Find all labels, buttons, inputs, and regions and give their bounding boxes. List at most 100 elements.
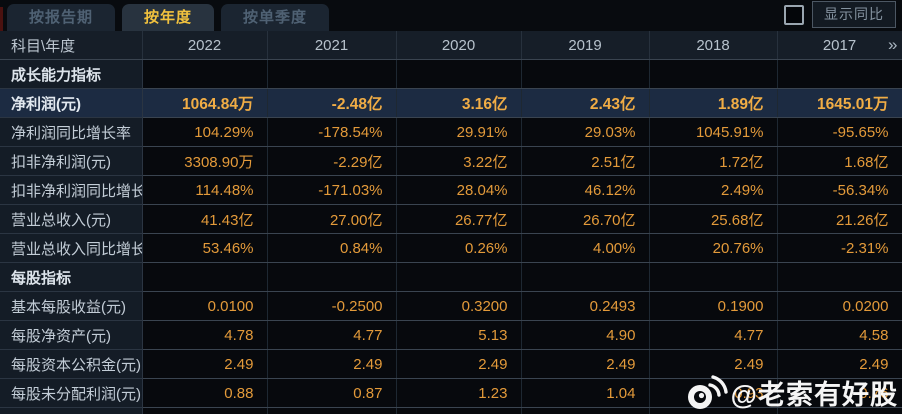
tab-by-year[interactable]: 按年度: [122, 4, 215, 31]
value-cell: 2.43亿: [521, 88, 650, 118]
tab-by-quarter[interactable]: 按单季度: [221, 4, 330, 31]
metric-row[interactable]: 每股经营现金流(元)0.030.250.520.36: [0, 407, 902, 414]
value-cell: -56.34%: [777, 175, 902, 205]
value-cell: 25.68亿: [649, 204, 778, 234]
year-header-2021: 2021: [267, 31, 397, 60]
value-cell: 2.49: [521, 349, 650, 379]
row-label: 扣非净利润(元): [0, 146, 143, 176]
value-cell: 26.77亿: [396, 204, 522, 234]
value-cell: 0.1900: [649, 291, 778, 321]
value-cell: [267, 59, 397, 89]
value-cell: 0.2493: [521, 291, 650, 321]
value-cell: 0.88: [142, 378, 268, 408]
value-cell: 29.91%: [396, 117, 522, 147]
value-cell: 1.89亿: [649, 88, 778, 118]
value-cell: -95.65%: [777, 117, 902, 147]
metric-row[interactable]: 扣非净利润同比增长率114.48%-171.03%28.04%46.12%2.4…: [0, 175, 902, 205]
tab-by-report-period[interactable]: 按报告期: [7, 4, 116, 31]
value-cell: 2.49: [142, 349, 268, 379]
value-cell: -171.03%: [267, 175, 397, 205]
year-header-2020: 2020: [396, 31, 522, 60]
year-header-2019: 2019: [521, 31, 650, 60]
show-yoy-label[interactable]: 显示同比: [812, 1, 896, 28]
value-cell: 53.46%: [142, 233, 268, 263]
value-cell: 3.16亿: [396, 88, 522, 118]
value-cell: 0.52: [396, 407, 522, 414]
value-cell: 0.0200: [777, 291, 902, 321]
value-cell: -0.2500: [267, 291, 397, 321]
year-header-row: 科目\年度 2022 2021 2020 2019 2018 2017 »: [0, 31, 902, 60]
row-label: 净利润(元): [0, 88, 143, 118]
row-label: 每股指标: [0, 262, 143, 292]
metric-row[interactable]: 营业总收入(元) 41.43亿 27.00亿 26.77亿 26.70亿 25.68亿 21…: [0, 204, 902, 234]
value-cell: 0.0100: [142, 291, 268, 321]
value-cell: 3308.90万: [142, 146, 268, 176]
row-label: 每股未分配利润(元): [0, 378, 143, 408]
corner-header: 科目\年度: [0, 31, 143, 60]
row-label: 成长能力指标: [0, 59, 143, 89]
row-label: 基本每股收益(元): [0, 291, 143, 321]
metric-row[interactable]: 净利润同比增长率 104.29% -178.54% 29.91% 29.03% 1045.…: [0, 117, 902, 147]
metric-row[interactable]: 扣非净利润(元) 3308.90万 -2.29亿 3.22亿 2.51亿 1.72亿 1.6…: [0, 146, 902, 176]
value-cell: [142, 59, 268, 89]
section-header-row: 成长能力指标: [0, 59, 902, 89]
value-cell: 4.77: [267, 320, 397, 350]
value-cell: -2.29亿: [267, 146, 397, 176]
year-label: 2017: [822, 36, 857, 54]
value-cell: 0.36: [521, 407, 650, 414]
value-cell: [142, 262, 268, 292]
value-cell: 2.49%: [649, 175, 778, 205]
left-edge-accent: [0, 7, 3, 31]
value-cell: 114.48%: [142, 175, 268, 205]
value-cell: 4.00%: [521, 233, 650, 263]
metric-row[interactable]: 净利润(元) 1064.84万 -2.48亿 3.16亿 2.43亿 1.89亿 1645.…: [0, 88, 902, 118]
value-cell: 29.03%: [521, 117, 650, 147]
year-header-2022: 2022: [142, 31, 268, 60]
metric-row[interactable]: 基本每股收益(元) 0.0100 -0.2500 0.3200 0.2493 0.1900…: [0, 291, 902, 321]
row-label: 每股资本公积金(元): [0, 349, 143, 379]
value-cell: [396, 262, 522, 292]
value-cell: 2.49: [649, 349, 778, 379]
tab-bar: 按报告期 按年度 按单季度 显示同比: [0, 0, 902, 31]
metric-row[interactable]: 营业总收入同比增长率53.46%0.84%0.26%4.00%20.76%-2.…: [0, 233, 902, 263]
value-cell: 0.26%: [396, 233, 522, 263]
value-cell: [267, 262, 397, 292]
value-cell: 0.93: [649, 378, 778, 408]
value-cell: 21.26亿: [777, 204, 902, 234]
value-cell: 1064.84万: [142, 88, 268, 118]
value-cell: [777, 407, 902, 414]
value-cell: 0.84%: [267, 233, 397, 263]
value-cell: 1.68亿: [777, 146, 902, 176]
value-cell: 2.49: [267, 349, 397, 379]
row-label: 营业总收入(元): [0, 204, 143, 234]
row-label: 营业总收入同比增长率: [0, 233, 143, 263]
value-cell: 26.70亿: [521, 204, 650, 234]
value-cell: 20.76%: [649, 233, 778, 263]
value-cell: 5.13: [396, 320, 522, 350]
metric-row[interactable]: 每股未分配利润(元) 0.88 0.87 1.23 1.04 0.93 0.76: [0, 378, 902, 408]
value-cell: 0.76: [777, 378, 902, 408]
value-cell: [649, 262, 778, 292]
metric-row[interactable]: 每股净资产(元) 4.78 4.77 5.13 4.90 4.77 4.58: [0, 320, 902, 350]
value-cell: 4.77: [649, 320, 778, 350]
value-cell: 1045.91%: [649, 117, 778, 147]
value-cell: 4.58: [777, 320, 902, 350]
show-yoy-checkbox[interactable]: [784, 4, 804, 25]
value-cell: [521, 262, 650, 292]
more-columns-icon[interactable]: »: [888, 35, 898, 54]
value-cell: [396, 59, 522, 89]
financial-table: 科目\年度 2022 2021 2020 2019 2018 2017 » 成长…: [0, 31, 902, 414]
value-cell: 2.51亿: [521, 146, 650, 176]
year-header-2017: 2017 »: [777, 31, 902, 60]
value-cell: -178.54%: [267, 117, 397, 147]
value-cell: 2.49: [396, 349, 522, 379]
value-cell: 104.29%: [142, 117, 268, 147]
value-cell: [777, 59, 902, 89]
metric-row[interactable]: 每股资本公积金(元) 2.49 2.49 2.49 2.49 2.49 2.49: [0, 349, 902, 379]
value-cell: 0.87: [267, 378, 397, 408]
table-body: 成长能力指标 净利润(元) 1064.84万 -2.48亿 3.16亿 2.43亿 1.89…: [0, 59, 902, 414]
value-cell: -2.31%: [777, 233, 902, 263]
value-cell: 2.49: [777, 349, 902, 379]
value-cell: [649, 407, 778, 414]
row-label: 净利润同比增长率: [0, 117, 143, 147]
